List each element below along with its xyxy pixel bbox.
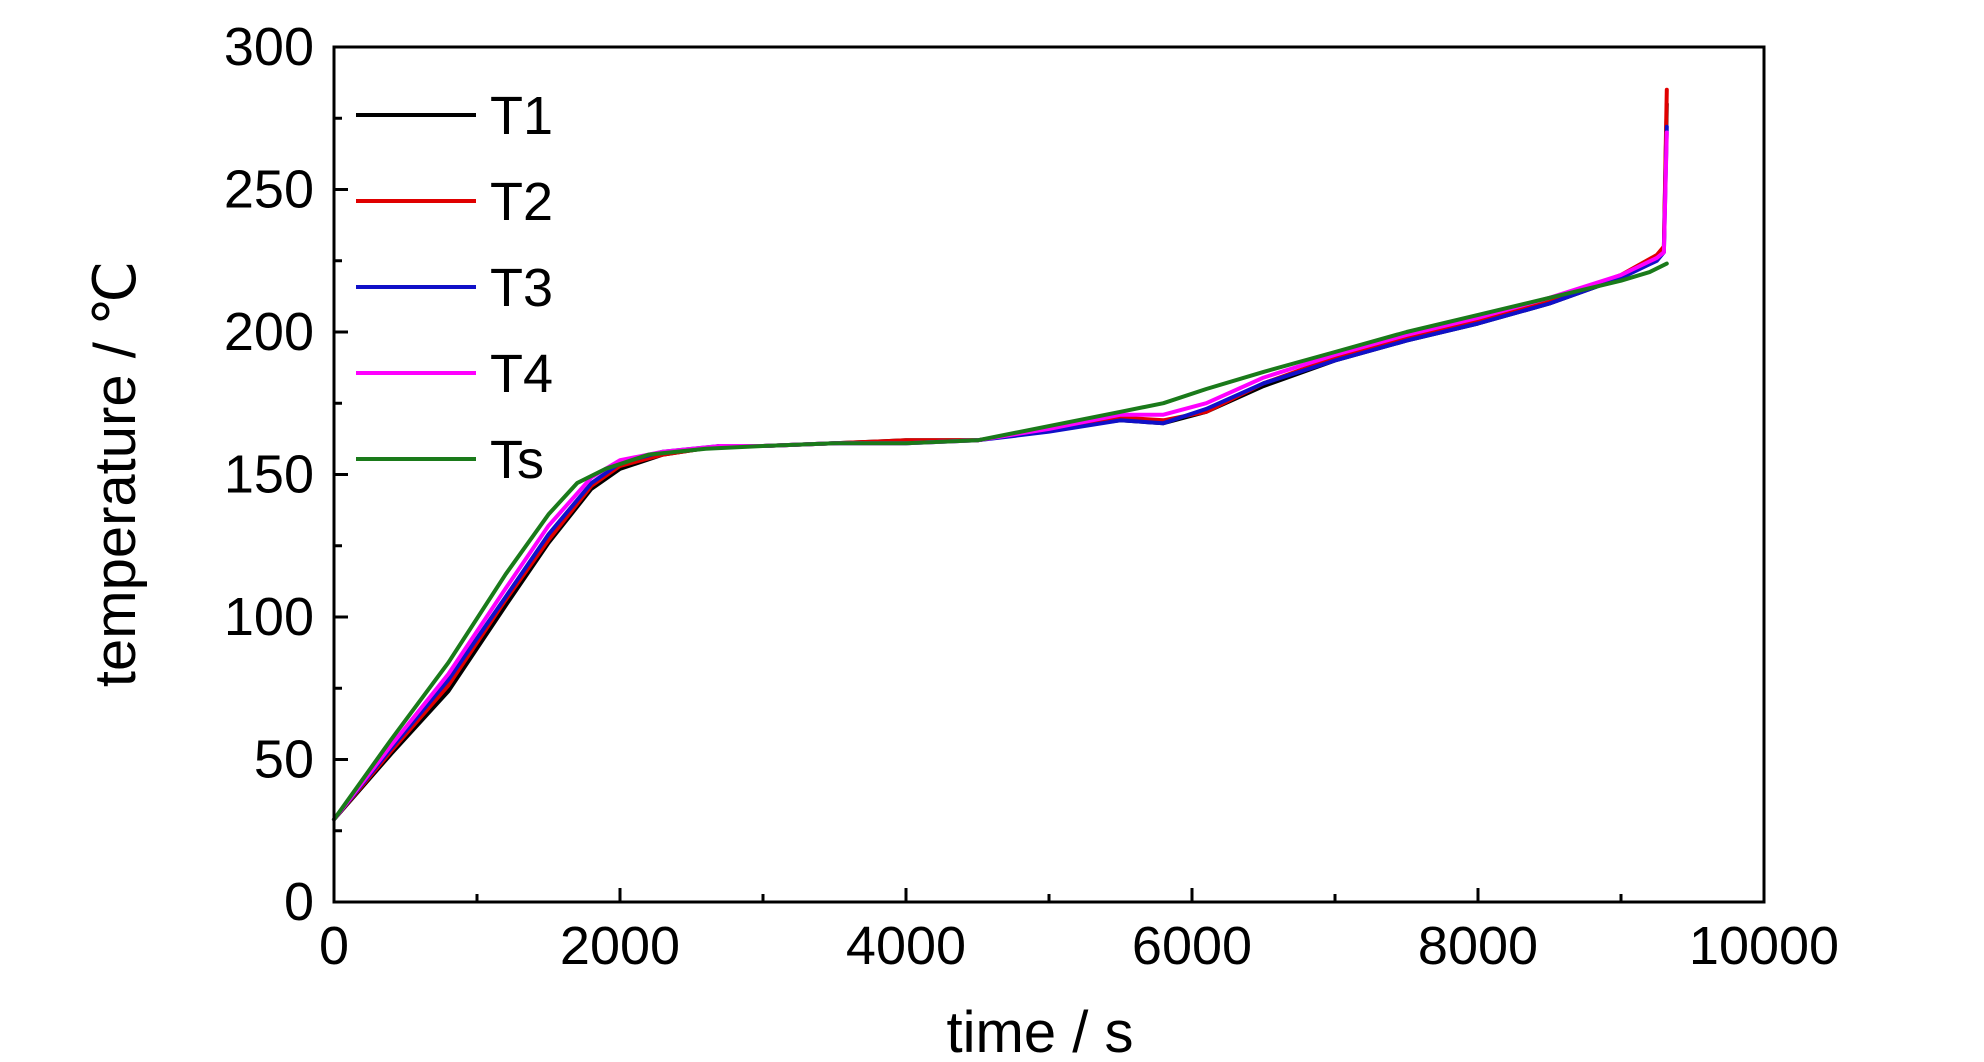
y-tick-label: 0 — [284, 872, 314, 932]
legend: T1 T2 T3 T4 Ts — [356, 86, 553, 490]
legend-label-t3: T3 — [490, 258, 553, 318]
y-tick-label: 200 — [224, 302, 314, 362]
x-tick-label: 2000 — [560, 916, 680, 976]
y-axis-label: temperature / ℃ — [83, 261, 148, 687]
x-tick-label: 4000 — [846, 916, 966, 976]
y-tick-label: 150 — [224, 445, 314, 505]
y-tick-label: 100 — [224, 587, 314, 647]
series-line-ts — [332, 261, 1669, 822]
y-tick-label: 50 — [254, 730, 314, 790]
series-layer — [332, 87, 1669, 822]
legend-label-t2: T2 — [490, 172, 553, 232]
legend-label-t1: T1 — [490, 86, 553, 146]
ticks-layer — [332, 45, 1766, 904]
legend-label-t4: T4 — [490, 344, 553, 404]
x-tick-label: 10000 — [1689, 916, 1839, 976]
x-tick-label: 0 — [319, 916, 349, 976]
legend-label-ts: Ts — [490, 430, 544, 490]
x-tick-label: 6000 — [1132, 916, 1252, 976]
x-tick-label: 8000 — [1418, 916, 1538, 976]
y-tick-label: 300 — [224, 17, 314, 77]
tick-labels-layer: 0 2000 4000 6000 8000 10000 0 50 100 150 200 250 300 — [224, 17, 1839, 976]
x-axis-label: time / s — [947, 1000, 1134, 1062]
y-tick-label: 250 — [224, 160, 314, 220]
